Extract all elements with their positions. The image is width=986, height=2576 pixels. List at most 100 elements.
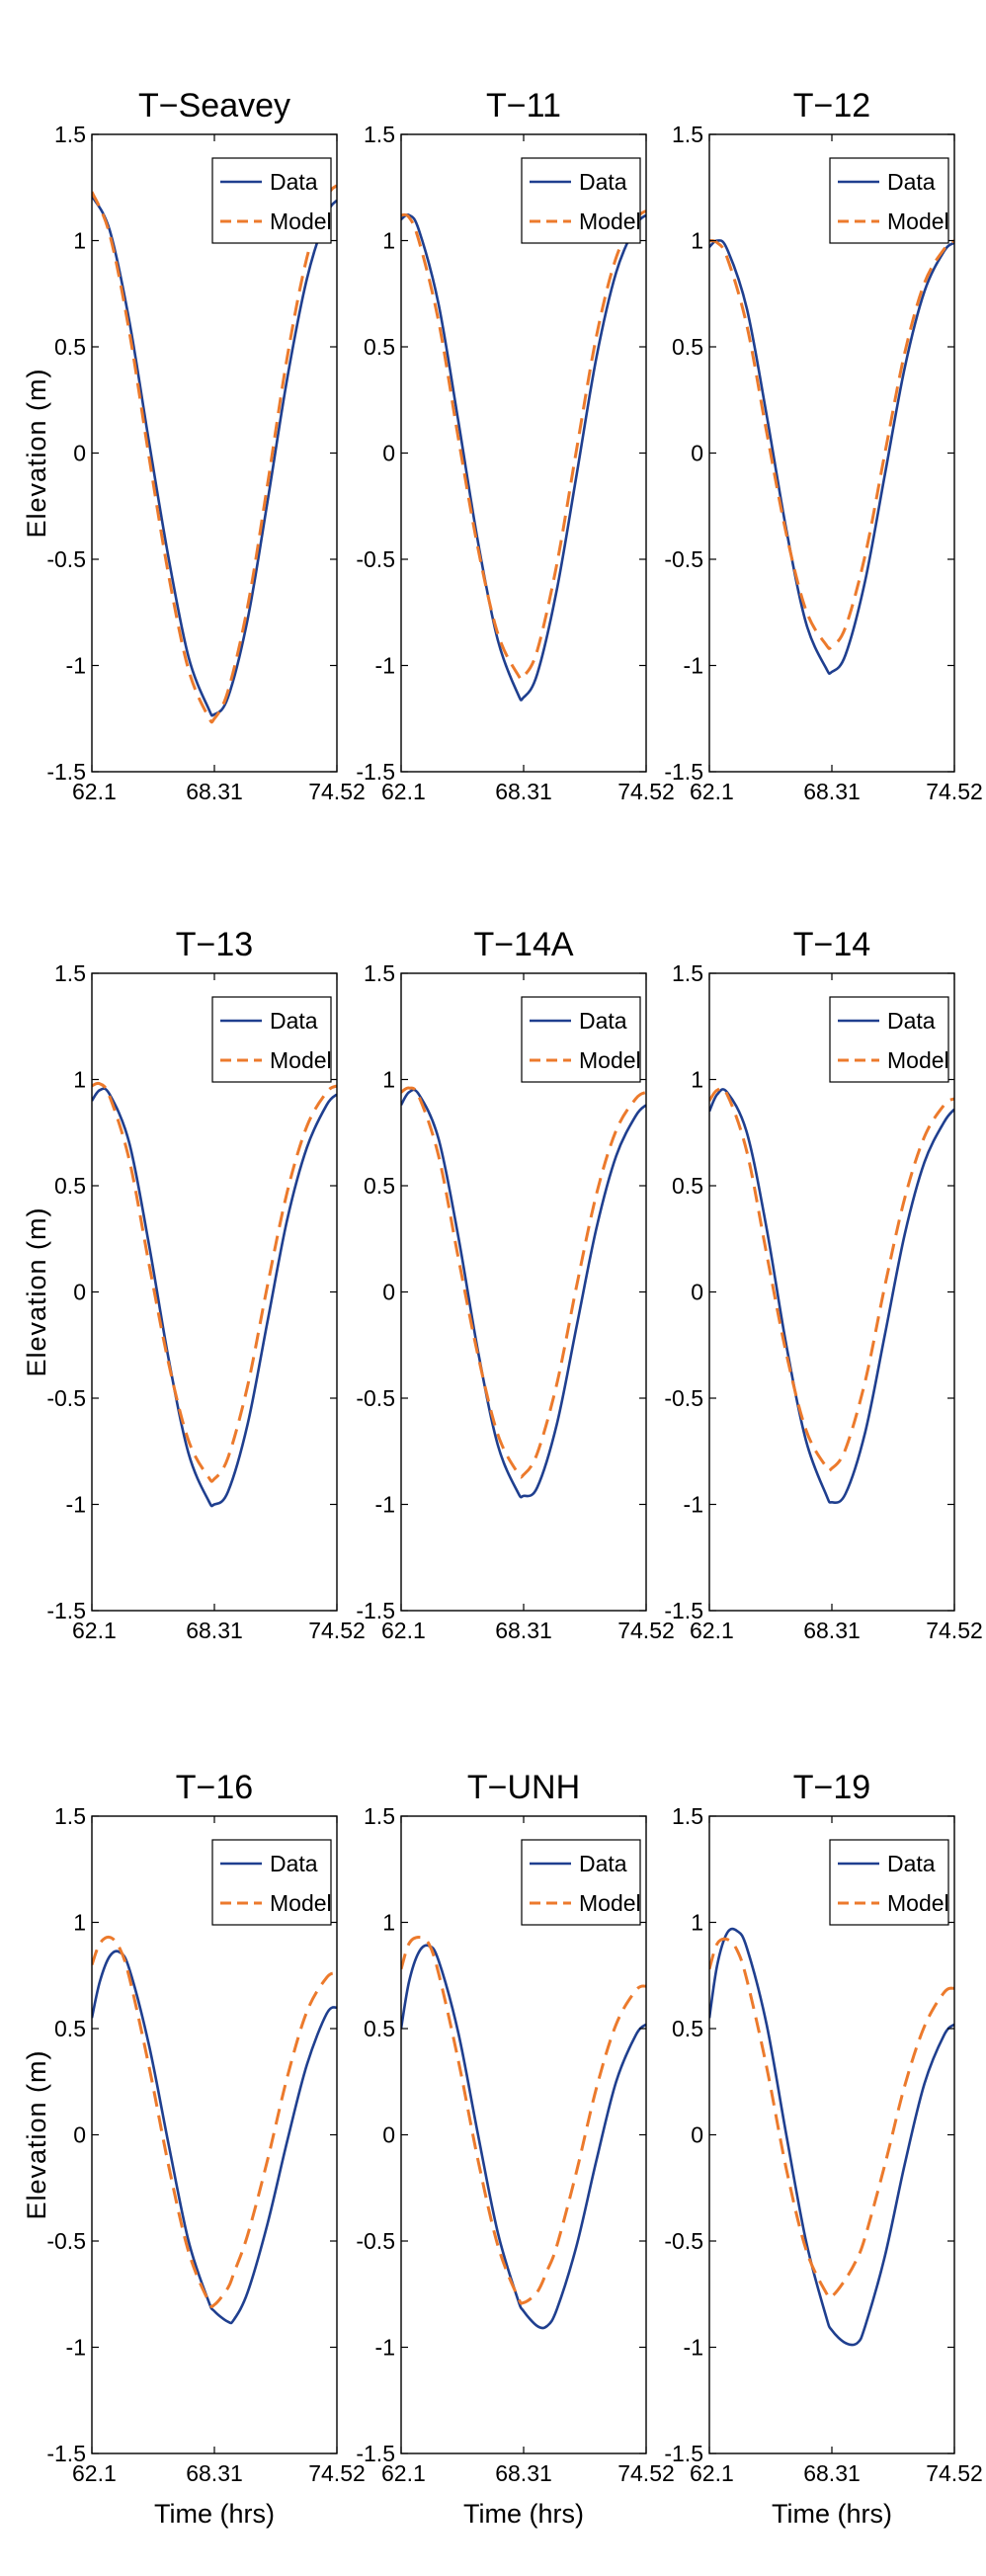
y-tick-label: -1: [66, 653, 86, 679]
legend-box: [521, 996, 641, 1083]
y-tick-label: 1: [382, 1067, 395, 1093]
y-tick-label: 1.5: [364, 960, 395, 986]
y-tick-label: -1: [375, 1492, 395, 1518]
legend-label-model: Model: [270, 1047, 332, 1073]
y-tick-label: -0.5: [664, 1385, 703, 1411]
legend-box: [829, 996, 949, 1083]
legend-label-model: Model: [270, 208, 332, 234]
y-tick-label: -1: [684, 2335, 703, 2361]
y-tick-label: 1.5: [364, 122, 395, 147]
y-tick-label: 1.5: [54, 122, 86, 147]
legend-label-model: Model: [270, 1890, 332, 1916]
y-tick-label: 0.5: [54, 1173, 86, 1199]
series-line-data: [709, 1088, 954, 1505]
series-line-model: [709, 1086, 954, 1472]
series-line-data: [709, 1927, 954, 2347]
subplot-title: T−11: [486, 87, 561, 125]
y-tick-label: 0: [73, 1280, 86, 1305]
legend-label-model: Model: [887, 208, 949, 234]
subplot-6: T−14 -1.5 -1 -0.5 0 0.5 1 1.5 62.1 68.31 74.52 Data…: [664, 926, 982, 1643]
x-axis-label: Time (hrs): [154, 2499, 275, 2529]
y-tick-label: -1: [684, 1492, 703, 1518]
x-tick-label: 62.1: [381, 1618, 426, 1643]
subplot-title: T−13: [176, 926, 253, 963]
y-tick-label: 1: [73, 1910, 86, 1936]
y-tick-label: -1: [684, 653, 703, 679]
x-tick-label: 68.31: [495, 2460, 552, 2486]
series-line-model: [92, 1081, 337, 1483]
y-tick-label: -1.5: [356, 759, 395, 785]
x-tick-label: 68.31: [186, 779, 243, 804]
y-tick-label: -0.5: [46, 546, 86, 572]
y-axis-label: Elevation (m): [22, 368, 51, 538]
legend-label-model: Model: [579, 1047, 641, 1073]
legend: Data Model: [211, 157, 332, 244]
y-tick-label: -0.5: [664, 546, 703, 572]
legend-box: [829, 1839, 949, 1926]
y-tick-label: 0: [382, 1280, 395, 1305]
x-tick-label: 68.31: [495, 779, 552, 804]
x-axis-label: Time (hrs): [772, 2499, 892, 2529]
subplot-9: T−19 -1.5 -1 -0.5 0 0.5 1 1.5 62.1 68.31 74.52 Data…: [664, 1769, 982, 2529]
y-tick-label: 0.5: [54, 2016, 86, 2041]
y-tick-label: -1.5: [664, 2441, 703, 2466]
subplot-1: T−Seavey -1.5 -1 -0.5 0 0.5 1 1.5 62.1 68.31 74.52…: [22, 87, 366, 804]
y-tick-label: -0.5: [356, 2228, 395, 2254]
y-tick-label: -1.5: [46, 1598, 86, 1623]
y-tick-label: 1.5: [54, 960, 86, 986]
subplot-title: T−14A: [473, 926, 573, 963]
subplot-3: T−12 -1.5 -1 -0.5 0 0.5 1 1.5 62.1 68.31 74.52 Data…: [664, 87, 982, 804]
x-tick-label: 74.52: [617, 779, 675, 804]
y-tick-label: 0: [73, 441, 86, 466]
y-tick-label: 0.5: [672, 1173, 703, 1199]
y-tick-label: 0: [691, 441, 703, 466]
y-tick-label: 1: [73, 1067, 86, 1093]
y-tick-label: 1: [691, 1910, 703, 1936]
y-tick-label: 1: [73, 228, 86, 254]
legend-label-data: Data: [579, 169, 627, 195]
y-tick-label: 1.5: [672, 1803, 703, 1829]
y-tick-label: 1: [691, 1067, 703, 1093]
series-line-model: [401, 209, 646, 681]
legend: Data Model: [521, 1839, 641, 1926]
legend: Data Model: [521, 157, 641, 244]
x-tick-label: 68.31: [186, 2460, 243, 2486]
x-tick-label: 68.31: [803, 1618, 861, 1643]
x-tick-label: 68.31: [186, 1618, 243, 1643]
legend-box: [211, 1839, 332, 1926]
x-tick-label: 74.52: [926, 2460, 983, 2486]
legend-box: [211, 996, 332, 1083]
y-tick-label: -1.5: [46, 2441, 86, 2466]
legend: Data Model: [211, 1839, 332, 1926]
series-line-model: [401, 1086, 646, 1479]
subplot-5: T−14A -1.5 -1 -0.5 0 0.5 1 1.5 62.1 68.31 74.52 Dat…: [356, 926, 674, 1643]
x-tick-label: 62.1: [72, 2460, 117, 2486]
series-line-model: [92, 184, 337, 724]
y-tick-label: 0: [691, 2122, 703, 2148]
x-tick-label: 62.1: [690, 2460, 734, 2486]
legend: Data Model: [829, 157, 949, 244]
y-tick-label: -1: [66, 2335, 86, 2361]
legend-box: [521, 157, 641, 244]
series-line-data: [92, 1950, 337, 2325]
legend-label-model: Model: [579, 208, 641, 234]
x-axis-label: Time (hrs): [463, 2499, 584, 2529]
x-tick-label: 62.1: [690, 779, 734, 804]
y-tick-label: 1.5: [54, 1803, 86, 1829]
subplot-title: T−16: [176, 1769, 253, 1806]
series-line-model: [709, 239, 954, 650]
series-line-data: [401, 1944, 646, 2330]
y-tick-label: 1.5: [364, 1803, 395, 1829]
y-tick-label: 1.5: [672, 122, 703, 147]
legend: Data Model: [211, 996, 332, 1083]
legend-label-data: Data: [579, 1851, 627, 1876]
series-line-model: [401, 1936, 646, 2305]
y-tick-label: 0.5: [672, 334, 703, 360]
legend: Data Model: [829, 1839, 949, 1926]
subplot-title: T−19: [793, 1769, 870, 1806]
subplot-2: T−11 -1.5 -1 -0.5 0 0.5 1 1.5 62.1 68.31 74.52 Data…: [356, 87, 674, 804]
y-tick-label: 1.5: [672, 960, 703, 986]
series-line-model: [92, 1935, 337, 2309]
